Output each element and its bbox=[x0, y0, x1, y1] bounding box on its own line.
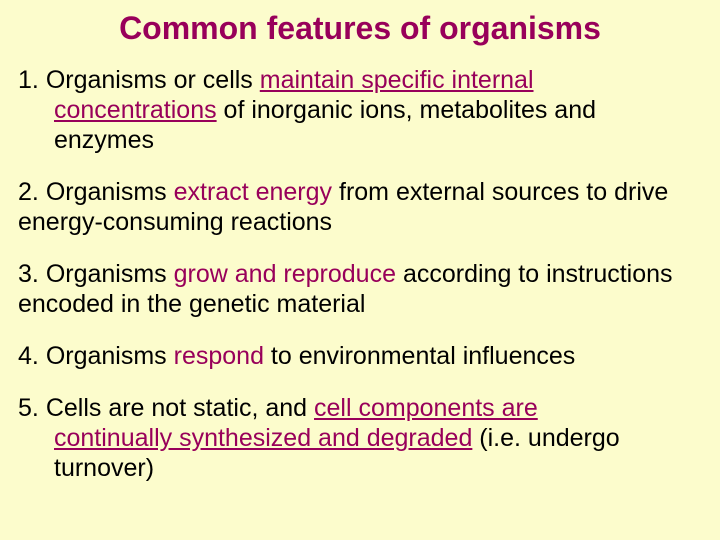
slide-title: Common features of organisms bbox=[18, 10, 702, 47]
highlight-text: continually synthesized and degraded bbox=[54, 424, 472, 452]
item-number: 1. bbox=[18, 66, 39, 94]
highlight-text: grow and reproduce bbox=[174, 260, 396, 288]
item-number: 4. bbox=[18, 342, 39, 370]
item-text: Organisms bbox=[46, 178, 174, 206]
list-item: 2. Organisms extract energy from externa… bbox=[18, 177, 702, 237]
highlight-text: respond bbox=[174, 342, 264, 370]
item-continuation: continually synthesized and degraded (i.… bbox=[18, 423, 702, 483]
item-text: Organisms or cells bbox=[46, 66, 260, 94]
item-text: Organisms bbox=[46, 260, 174, 288]
item-continuation: concentrations of inorganic ions, metabo… bbox=[18, 95, 702, 155]
list-item: 4. Organisms respond to environmental in… bbox=[18, 341, 702, 371]
item-text: Organisms bbox=[46, 342, 174, 370]
highlight-text: concentrations bbox=[54, 96, 217, 124]
item-number: 2. bbox=[18, 178, 39, 206]
highlight-text: cell components are bbox=[314, 394, 538, 422]
list-item: 1. Organisms or cells maintain specific … bbox=[18, 65, 702, 155]
item-text: Cells are not static, and bbox=[46, 394, 314, 422]
item-number: 3. bbox=[18, 260, 39, 288]
item-number: 5. bbox=[18, 394, 39, 422]
list-item: 5. Cells are not static, and cell compon… bbox=[18, 393, 702, 483]
highlight-text: extract energy bbox=[174, 178, 332, 206]
item-text: to environmental influences bbox=[264, 342, 575, 370]
highlight-text: maintain specific internal bbox=[260, 66, 534, 94]
list-item: 3. Organisms grow and reproduce accordin… bbox=[18, 259, 702, 319]
slide-container: Common features of organisms 1. Organism… bbox=[0, 0, 720, 493]
